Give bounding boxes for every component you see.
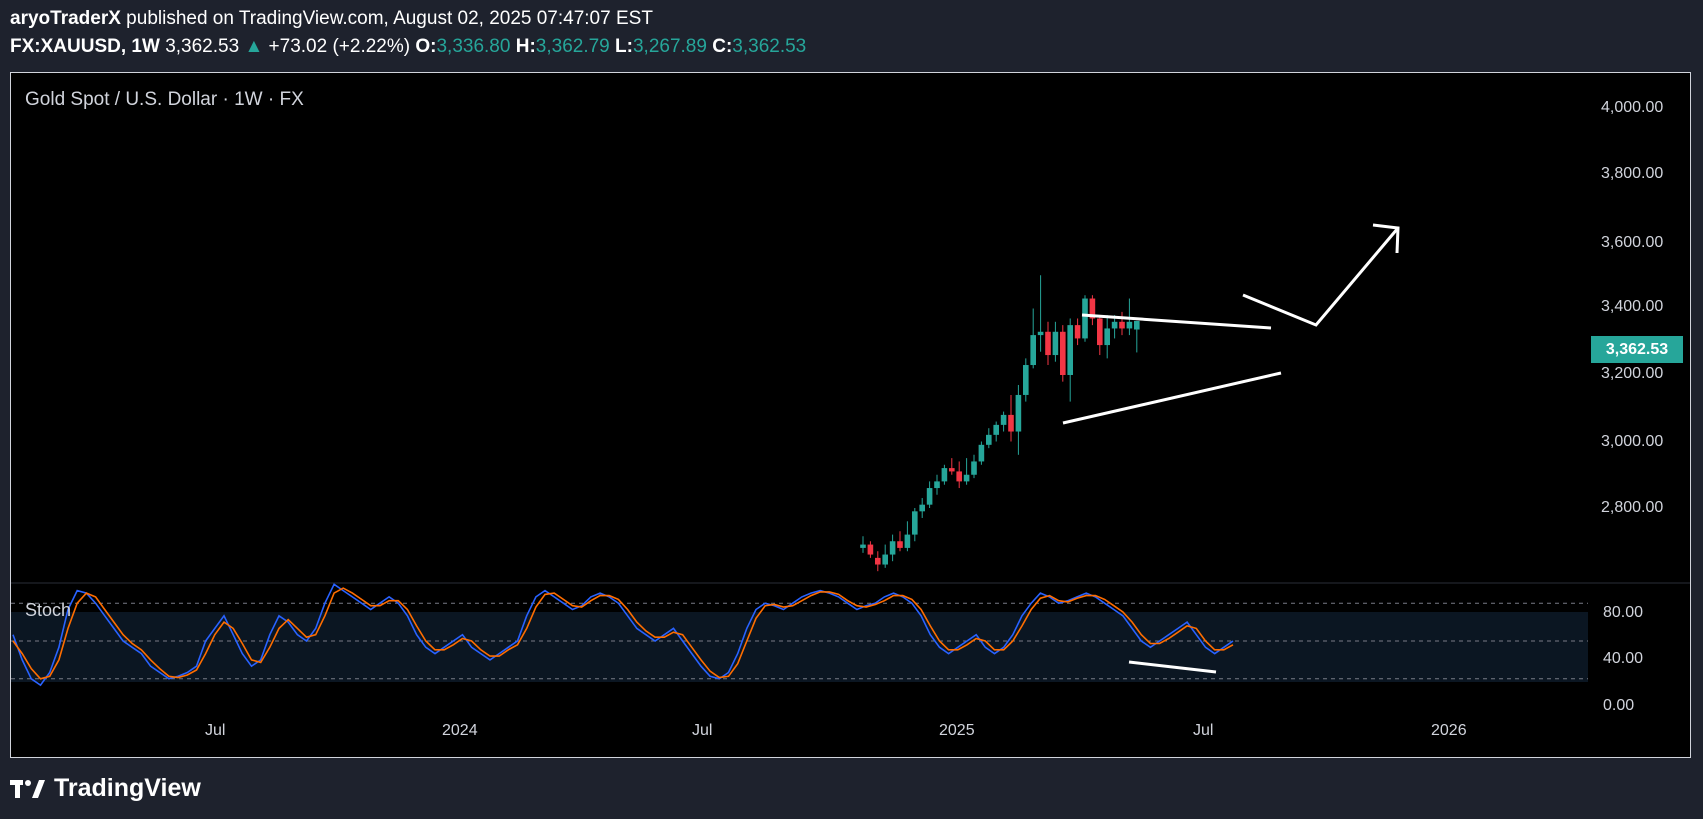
candle-body[interactable] bbox=[1000, 414, 1007, 425]
tradingview-logo[interactable]: TradingView bbox=[10, 774, 201, 803]
candle-body[interactable] bbox=[1097, 318, 1103, 346]
candle-body[interactable] bbox=[1015, 394, 1022, 432]
candle-body[interactable] bbox=[1067, 325, 1073, 375]
chart-frame[interactable]: Gold Spot / U.S. Dollar · 1W · FX 4,000.… bbox=[10, 72, 1691, 758]
open-label: O: bbox=[415, 36, 437, 57]
stoch-k-line bbox=[12, 583, 1234, 687]
low-value: 3,267.89 bbox=[632, 36, 707, 57]
indicator-label[interactable]: Stoch bbox=[25, 600, 72, 620]
candle-body[interactable] bbox=[1119, 321, 1125, 329]
low-label: L: bbox=[615, 36, 633, 57]
candle-body[interactable] bbox=[993, 424, 999, 435]
candle-body[interactable] bbox=[941, 468, 948, 482]
time-tick: 2024 bbox=[442, 722, 478, 739]
candle-body[interactable] bbox=[882, 554, 888, 565]
publish-text: published on TradingView.com, August 02,… bbox=[120, 8, 653, 29]
time-tick: Jul bbox=[205, 722, 226, 739]
candle-body[interactable] bbox=[1104, 328, 1110, 346]
time-tick: 2025 bbox=[939, 722, 975, 739]
brand-name: TradingView bbox=[54, 774, 201, 802]
candle-body[interactable] bbox=[978, 444, 985, 462]
candle-body[interactable] bbox=[963, 474, 970, 482]
price-tick: 3,400.00 bbox=[1601, 298, 1664, 315]
price-tick: 2,800.00 bbox=[1601, 499, 1664, 516]
last-price: 3,362.53 bbox=[165, 36, 240, 57]
triangle-lower-trendline[interactable] bbox=[1062, 371, 1282, 425]
chart-title: Gold Spot / U.S. Dollar · 1W · FX bbox=[25, 89, 304, 110]
divergence-trendline[interactable] bbox=[1128, 660, 1217, 674]
high-label: H: bbox=[515, 36, 536, 57]
close-label: C: bbox=[712, 36, 733, 57]
tradingview-logo-icon bbox=[10, 779, 45, 798]
stoch-tick: 0.00 bbox=[1603, 697, 1635, 714]
stoch-d-line bbox=[12, 587, 1234, 680]
candle-body[interactable] bbox=[926, 488, 933, 505]
candle-body[interactable] bbox=[1052, 331, 1059, 356]
candle-body[interactable] bbox=[860, 544, 866, 548]
price-change: +73.02 (+2.22%) bbox=[268, 36, 411, 57]
candle-body[interactable] bbox=[867, 544, 874, 555]
candle-body[interactable] bbox=[912, 511, 918, 535]
candle-body[interactable] bbox=[889, 541, 896, 555]
candle-body[interactable] bbox=[1045, 331, 1051, 356]
candle-body[interactable] bbox=[1134, 320, 1140, 330]
candle-body[interactable] bbox=[897, 541, 903, 548]
current-price-tag: 3,362.53 bbox=[1591, 336, 1683, 363]
time-tick: Jul bbox=[692, 722, 713, 739]
close-value: 3,362.53 bbox=[732, 36, 807, 57]
stoch-tick: 80.00 bbox=[1603, 604, 1644, 621]
symbol-label: FX:XAUUSD, 1W bbox=[10, 36, 160, 57]
price-tick: 3,600.00 bbox=[1601, 234, 1664, 251]
ohlc-legend: FX:XAUUSD, 1W 3,362.53 ▲ +73.02 (+2.22%)… bbox=[10, 36, 806, 58]
candle-body[interactable] bbox=[934, 481, 940, 489]
candle-body[interactable] bbox=[875, 557, 881, 565]
candle-body[interactable] bbox=[1111, 321, 1118, 329]
candle-body[interactable] bbox=[1030, 335, 1036, 366]
high-value: 3,362.79 bbox=[535, 36, 610, 57]
price-tick: 4,000.00 bbox=[1601, 99, 1664, 116]
time-tick: Jul bbox=[1193, 722, 1214, 739]
candle-body[interactable] bbox=[919, 504, 925, 512]
author-name[interactable]: aryoTraderX bbox=[10, 8, 121, 29]
candle-body[interactable] bbox=[1089, 298, 1096, 319]
candle-body[interactable] bbox=[986, 434, 992, 445]
candle-body[interactable] bbox=[1126, 321, 1133, 329]
candle-body[interactable] bbox=[956, 471, 962, 482]
candle-body[interactable] bbox=[1060, 331, 1066, 375]
triangle-upper-trendline[interactable] bbox=[1081, 313, 1272, 330]
candle-body[interactable] bbox=[971, 461, 977, 475]
candle-body[interactable] bbox=[1074, 325, 1081, 339]
stoch-tick: 40.00 bbox=[1603, 650, 1644, 667]
candle-body[interactable] bbox=[949, 468, 955, 472]
open-value: 3,336.80 bbox=[436, 36, 511, 57]
chart-canvas[interactable] bbox=[11, 73, 1691, 758]
price-tick: 3,200.00 bbox=[1601, 365, 1664, 382]
time-tick: 2026 bbox=[1431, 722, 1467, 739]
candle-body[interactable] bbox=[1008, 414, 1014, 432]
publish-info: aryoTraderX published on TradingView.com… bbox=[10, 8, 653, 30]
candle-body[interactable] bbox=[1023, 365, 1029, 395]
projection-arrow[interactable] bbox=[1242, 227, 1400, 327]
price-tick: 3,800.00 bbox=[1601, 165, 1664, 182]
candle-body[interactable] bbox=[1037, 331, 1044, 336]
stoch-band bbox=[11, 612, 1588, 682]
candle-body[interactable] bbox=[904, 534, 911, 548]
up-triangle-icon: ▲ bbox=[244, 36, 264, 57]
candle-body[interactable] bbox=[1082, 298, 1088, 339]
price-tick: 3,000.00 bbox=[1601, 433, 1664, 450]
arrow-head-icon bbox=[1372, 223, 1400, 254]
